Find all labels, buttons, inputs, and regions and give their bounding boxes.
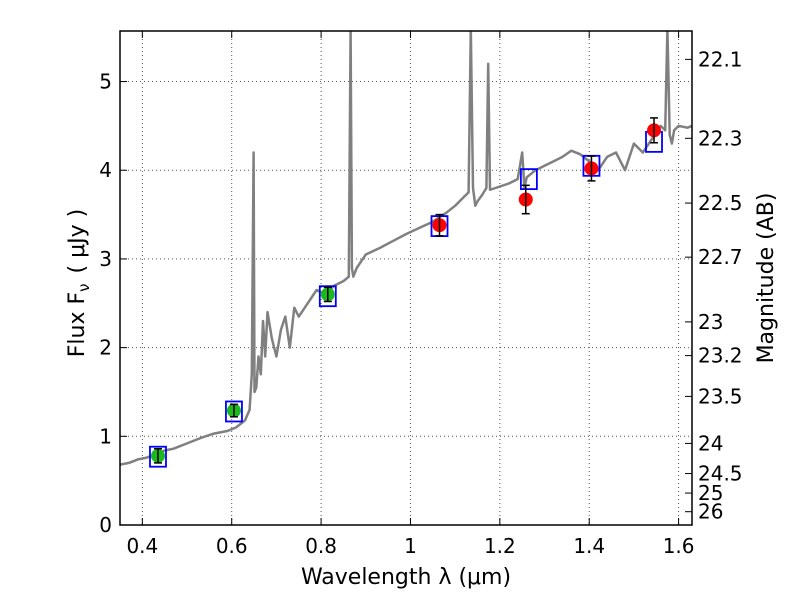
series-layer: [120, 31, 692, 468]
magnitude-tick-label: 24.5: [698, 462, 743, 486]
magnitude-tick-label: 23.5: [698, 384, 743, 408]
y-tick-label: 5: [99, 70, 112, 94]
y-tick-label: 3: [99, 247, 112, 271]
x-tick-label: 1: [404, 534, 417, 558]
magnitude-tick-label: 26: [698, 500, 723, 524]
magnitude-tick-label: 22.7: [698, 245, 743, 269]
x-tick-label: 0.4: [126, 534, 158, 558]
x-tick-label: 1.4: [573, 534, 605, 558]
plot-frame: [119, 30, 693, 526]
y-tick-label: 4: [99, 158, 112, 182]
x-tick-label: 0.6: [216, 534, 248, 558]
x-tick-label: 1.6: [663, 534, 695, 558]
sed-model-line: [120, 31, 692, 466]
magnitude-tick-label: 22.1: [698, 47, 743, 71]
y-tick-label: 2: [99, 336, 112, 360]
model-photometry-box: [225, 400, 243, 423]
magnitude-tick-label: 24: [698, 431, 723, 455]
x-tick-label: 1.2: [484, 534, 516, 558]
y-axis-ticks: 0 1 2 3 4 5: [99, 70, 127, 537]
magnitude-axis-label: Magnitude (AB): [754, 193, 779, 364]
x-axis-label: Wavelength λ (μm): [301, 565, 511, 590]
y-axis-label: Flux Fν ( μJy ): [65, 209, 93, 357]
magnitude-tick-label: 23.2: [698, 344, 743, 368]
x-tick-label: 0.8: [305, 534, 337, 558]
y-axis-label-main: Flux F: [65, 292, 90, 357]
x-axis-ticks: 0.4 0.6 0.8 1 1.2 1.4 1.6: [126, 31, 695, 558]
y-axis-label-subscript: ν: [75, 283, 93, 291]
y-tick-label: 1: [99, 424, 112, 448]
y-axis-label-unit: ( μJy ): [65, 209, 90, 274]
model-photometry-box: [318, 285, 337, 308]
plot-area: [120, 31, 692, 468]
model-photometry-box: [149, 445, 167, 468]
magnitude-tick-label: 22.3: [698, 126, 743, 150]
magnitude-tick-label: 22.5: [698, 191, 743, 215]
grid-layer: [120, 31, 692, 525]
magnitude-tick-label: 25: [698, 481, 723, 505]
model-photometry-box: [519, 168, 538, 191]
y-tick-label: 0: [99, 513, 112, 537]
magnitude-tick-label: 23: [698, 310, 723, 334]
